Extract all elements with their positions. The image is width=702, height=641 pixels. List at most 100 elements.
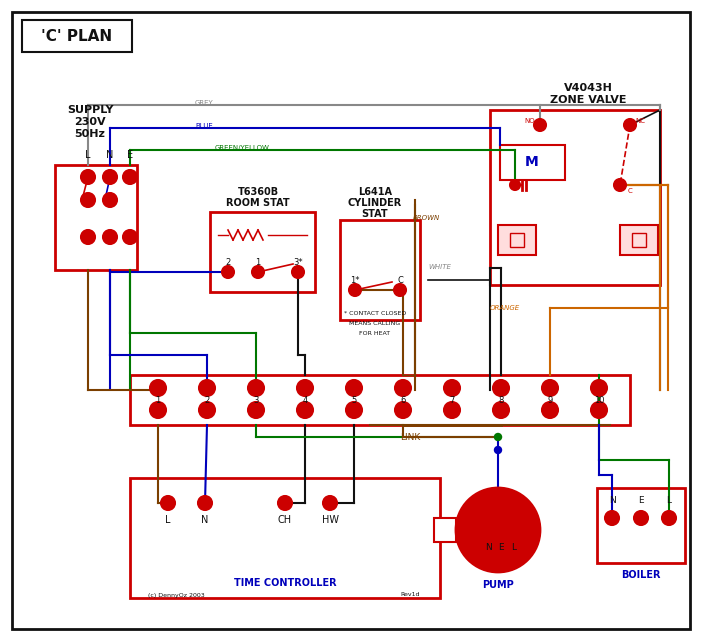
- Circle shape: [198, 496, 212, 510]
- Circle shape: [248, 380, 264, 396]
- Text: LINK: LINK: [400, 433, 420, 442]
- Circle shape: [103, 230, 117, 244]
- Text: GREY: GREY: [195, 100, 213, 106]
- Circle shape: [103, 193, 117, 207]
- Circle shape: [252, 266, 264, 278]
- Bar: [498, 225, 536, 255]
- Text: (c) DennyOz 2003: (c) DennyOz 2003: [148, 592, 205, 597]
- Text: SUPPLY: SUPPLY: [67, 105, 113, 115]
- Text: T6360B: T6360B: [237, 187, 279, 197]
- Text: 3: 3: [253, 395, 259, 404]
- Text: C: C: [628, 188, 633, 194]
- Circle shape: [624, 119, 636, 131]
- Text: TIME CONTROLLER: TIME CONTROLLER: [234, 578, 336, 588]
- Circle shape: [292, 266, 304, 278]
- Circle shape: [534, 119, 546, 131]
- Circle shape: [456, 488, 540, 572]
- Text: MEANS CALLING: MEANS CALLING: [350, 320, 401, 326]
- Text: L641A: L641A: [358, 187, 392, 197]
- Text: C: C: [397, 276, 403, 285]
- Text: 2: 2: [225, 258, 231, 267]
- Text: HW: HW: [322, 515, 338, 525]
- Text: * CONTACT CLOSED: * CONTACT CLOSED: [344, 310, 406, 315]
- Text: L: L: [85, 150, 91, 160]
- Text: 50Hz: 50Hz: [74, 129, 105, 139]
- Text: 7: 7: [449, 395, 455, 404]
- Text: GREEN/YELLOW: GREEN/YELLOW: [215, 145, 270, 151]
- Circle shape: [614, 179, 626, 191]
- Circle shape: [349, 284, 361, 296]
- Circle shape: [605, 511, 619, 525]
- Circle shape: [494, 523, 508, 537]
- Text: 8: 8: [498, 395, 504, 404]
- Text: L: L: [512, 542, 517, 551]
- Circle shape: [297, 380, 313, 396]
- Bar: [434, 518, 456, 542]
- Text: CH: CH: [278, 515, 292, 525]
- Circle shape: [493, 380, 509, 396]
- Circle shape: [634, 511, 648, 525]
- Circle shape: [123, 170, 137, 184]
- Circle shape: [395, 402, 411, 418]
- Text: V4043H: V4043H: [564, 83, 612, 93]
- Text: NO: NO: [524, 118, 536, 124]
- Circle shape: [542, 380, 558, 396]
- Text: WHITE: WHITE: [428, 264, 451, 270]
- Bar: [597, 488, 685, 563]
- Text: BOILER: BOILER: [621, 570, 661, 580]
- Bar: [490, 110, 660, 285]
- Text: E: E: [498, 542, 504, 551]
- Circle shape: [346, 380, 362, 396]
- Text: PUMP: PUMP: [482, 580, 514, 590]
- Circle shape: [444, 380, 460, 396]
- Circle shape: [297, 402, 313, 418]
- Circle shape: [323, 496, 337, 510]
- Bar: [340, 220, 420, 320]
- Text: 9: 9: [548, 395, 552, 404]
- Circle shape: [493, 402, 509, 418]
- Text: ROOM STAT: ROOM STAT: [226, 198, 290, 208]
- Text: 'C' PLAN: 'C' PLAN: [41, 28, 112, 44]
- Text: M: M: [525, 155, 539, 169]
- Text: L: L: [165, 515, 171, 525]
- Circle shape: [199, 402, 215, 418]
- Circle shape: [542, 402, 558, 418]
- Text: 5: 5: [352, 395, 357, 404]
- Circle shape: [161, 496, 175, 510]
- Bar: [620, 225, 658, 255]
- Text: 230V: 230V: [74, 117, 106, 127]
- Circle shape: [103, 170, 117, 184]
- Text: 4: 4: [303, 395, 307, 404]
- Text: STAT: STAT: [362, 209, 388, 219]
- Text: L: L: [666, 495, 672, 504]
- Text: E: E: [638, 495, 644, 504]
- Circle shape: [394, 284, 406, 296]
- Bar: [632, 233, 646, 247]
- Text: N: N: [484, 542, 491, 551]
- Circle shape: [150, 402, 166, 418]
- Text: 1: 1: [155, 395, 161, 404]
- Text: 6: 6: [400, 395, 406, 404]
- Text: NC: NC: [635, 118, 645, 124]
- Text: ORANGE: ORANGE: [490, 305, 520, 311]
- Text: 10: 10: [594, 395, 604, 404]
- Circle shape: [507, 523, 521, 537]
- Circle shape: [591, 402, 607, 418]
- Text: 3*: 3*: [293, 258, 303, 267]
- Text: FOR HEAT: FOR HEAT: [359, 331, 390, 335]
- Text: BLUE: BLUE: [195, 123, 213, 129]
- Circle shape: [395, 380, 411, 396]
- Text: 1: 1: [256, 258, 260, 267]
- Text: 2: 2: [204, 395, 210, 404]
- Circle shape: [248, 402, 264, 418]
- Text: Rev1d: Rev1d: [401, 592, 420, 597]
- Text: 1*: 1*: [350, 276, 359, 285]
- Circle shape: [510, 180, 520, 190]
- Text: N: N: [201, 515, 208, 525]
- Bar: [130, 375, 630, 425]
- Circle shape: [123, 230, 137, 244]
- Circle shape: [494, 447, 501, 453]
- Circle shape: [494, 433, 501, 440]
- Bar: [55, 165, 137, 270]
- Circle shape: [222, 266, 234, 278]
